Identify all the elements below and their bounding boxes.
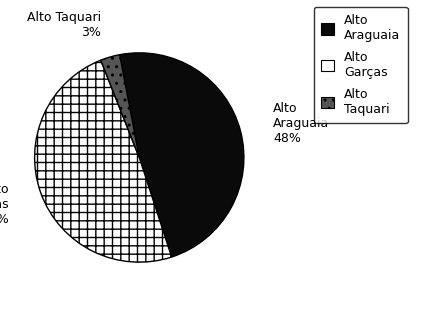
Wedge shape (101, 55, 139, 158)
Text: Alto Taquari
3%: Alto Taquari 3% (27, 11, 101, 39)
Wedge shape (120, 53, 244, 257)
Wedge shape (35, 60, 172, 262)
Text: Alto
Araguaia
48%: Alto Araguaia 48% (273, 102, 329, 145)
Legend: Alto
Araguaia, Alto
Garças, Alto
Taquari: Alto Araguaia, Alto Garças, Alto Taquari (314, 7, 408, 123)
Text: Alto
Garças
49%: Alto Garças 49% (0, 183, 9, 226)
